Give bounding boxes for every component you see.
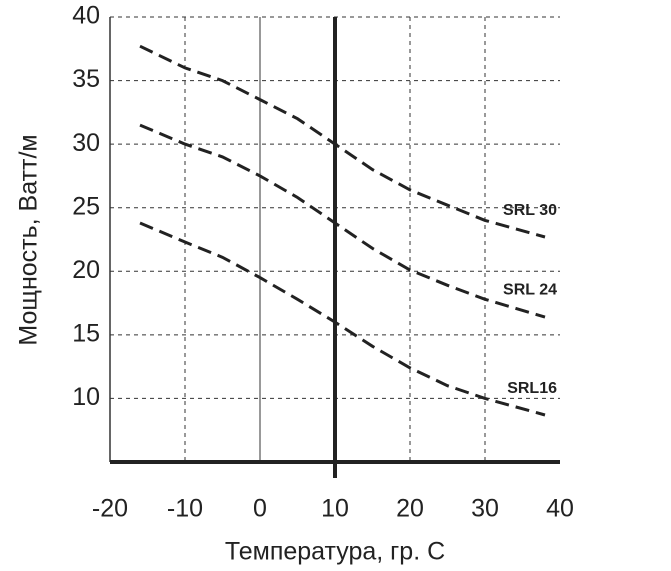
series-line [139,44,546,239]
y-tick-label: 35 [72,65,100,93]
x-axis-title: Температура, гр. С [225,538,445,566]
x-tick-label: 40 [546,495,574,523]
y-tick-label: 40 [72,2,100,30]
y-tick-label: 25 [72,192,100,220]
y-tick-label: 30 [72,129,100,157]
x-tick-label: 30 [471,495,499,523]
series-label: SRL16 [507,380,557,397]
y-axis-title: Мощность, Ватт/м [15,134,43,345]
series-label: SRL 24 [503,281,557,298]
series-line [139,221,546,417]
series-label: SRL 30 [503,202,557,219]
x-tick-label: 10 [321,495,349,523]
y-tick-label: 15 [72,319,100,347]
x-tick-label: -10 [167,495,203,523]
y-tick-label: 20 [72,256,100,284]
series-line [139,123,546,319]
x-tick-label: -20 [92,495,128,523]
x-tick-label: 20 [396,495,424,523]
x-tick-label: 0 [253,495,267,523]
y-tick-label: 10 [72,383,100,411]
